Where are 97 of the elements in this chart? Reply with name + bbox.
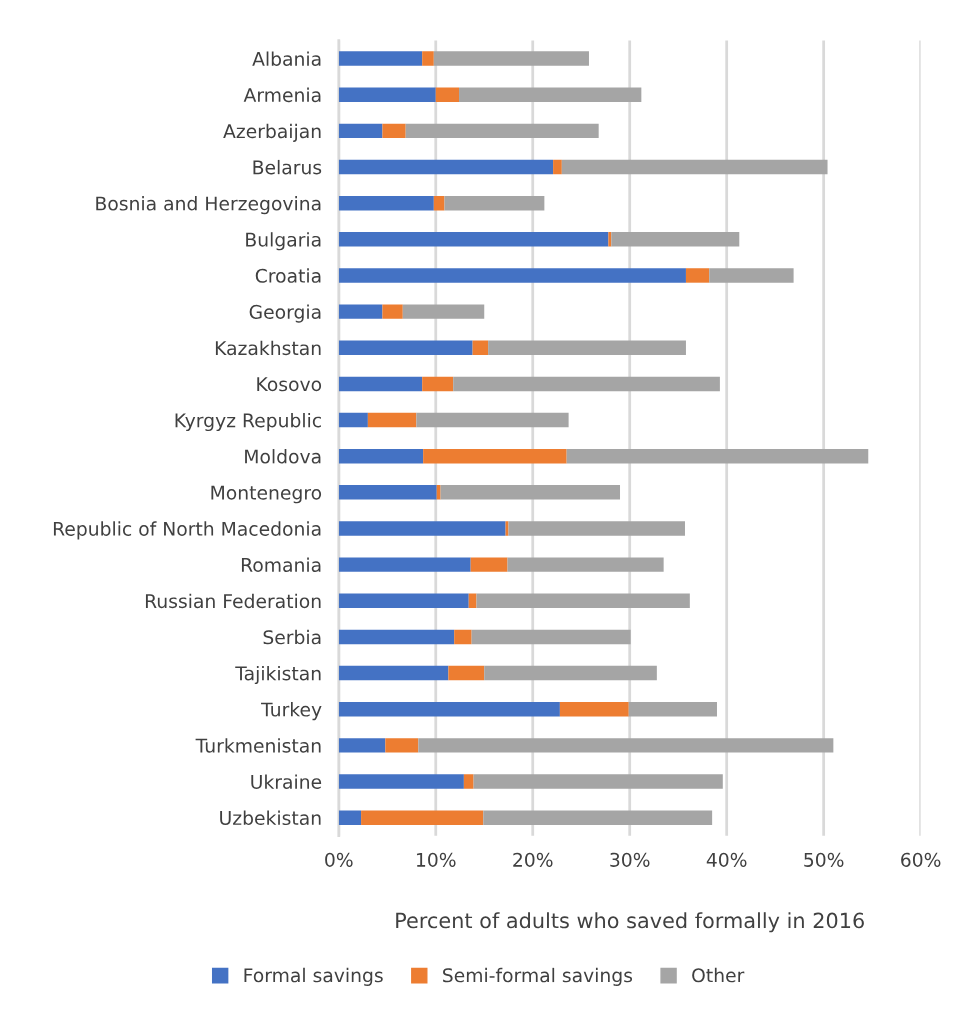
- bar: [476, 593, 690, 609]
- bar: [382, 123, 406, 139]
- bar: [435, 87, 460, 102]
- bar: [454, 629, 472, 645]
- y-tick-label: Moldova: [245, 449, 321, 464]
- bar: [418, 738, 834, 753]
- bar: [448, 665, 485, 681]
- bar: [483, 810, 713, 825]
- bar: [471, 629, 631, 645]
- bar: [463, 774, 474, 789]
- bar: [444, 195, 545, 211]
- x-tick-label: 40%: [706, 852, 747, 867]
- bar: [338, 521, 506, 536]
- bar: [338, 593, 469, 609]
- y-tick-label: Tajikistan: [235, 665, 321, 685]
- y-tick-label: Azerbaijan: [223, 123, 321, 142]
- y-tick-label: Montenegro: [211, 485, 322, 504]
- y-tick-label: Turkmenistan: [195, 738, 321, 753]
- bar: [338, 557, 471, 572]
- bar: [611, 232, 740, 247]
- y-tick-label: Ukraine: [251, 774, 322, 789]
- bar: [338, 51, 423, 66]
- bar: [459, 87, 642, 102]
- bar: [423, 448, 567, 464]
- y-tick-label: Kyrgyz Republic: [175, 412, 321, 432]
- bar: [338, 304, 383, 319]
- y-tick-label: Bulgaria: [246, 232, 321, 251]
- bar: [338, 268, 686, 283]
- bar: [361, 810, 484, 825]
- bar: [338, 629, 455, 645]
- bar: [433, 51, 589, 66]
- bar: [608, 232, 612, 247]
- y-tick-label: Republic of North Macedonia: [53, 521, 321, 540]
- x-axis-title: Percent of adults who saved formally in 2016: [396, 912, 864, 933]
- y-tick-label: Croatia: [255, 268, 321, 283]
- bar: [559, 701, 629, 717]
- x-tick-label: 10%: [416, 852, 456, 867]
- y-tick-label: Serbia: [263, 629, 321, 645]
- bar: [338, 340, 473, 355]
- bar: [422, 51, 434, 66]
- bar: [338, 810, 362, 825]
- y-tick-label: Turkey: [261, 702, 322, 721]
- bar: [382, 304, 403, 319]
- bar: [338, 87, 436, 102]
- bar: [338, 665, 449, 681]
- bar: [566, 448, 869, 464]
- bar: [405, 123, 599, 139]
- x-tick-label: 60%: [901, 852, 941, 867]
- y-tick-label: Bosnia and Herzegovina: [96, 196, 321, 215]
- y-tick-label: Kazakhstan: [215, 340, 321, 356]
- x-tick-label: 50%: [804, 852, 844, 867]
- y-tick-label: Armenia: [243, 87, 321, 103]
- bar: [338, 195, 434, 211]
- bar: [338, 232, 609, 247]
- legend-label: Formal savings: [244, 967, 383, 986]
- bar: [553, 159, 562, 175]
- bar: [422, 376, 454, 392]
- bar: [338, 448, 424, 464]
- bar: [338, 701, 560, 717]
- x-tick-label: 20%: [513, 852, 553, 867]
- bar: [473, 774, 723, 789]
- bar: [338, 412, 368, 428]
- y-tick-label: Georgia: [249, 304, 321, 323]
- bar: [685, 268, 710, 283]
- bar: [338, 738, 386, 753]
- y-tick-label: Albania: [252, 51, 321, 66]
- bar: [338, 123, 383, 139]
- bar: [561, 159, 828, 175]
- y-tick-label: Uzbekistan: [220, 810, 321, 826]
- bar: [440, 485, 621, 500]
- bar: [338, 376, 423, 392]
- bar: [508, 521, 685, 536]
- bar: [338, 159, 554, 175]
- bar: [507, 557, 664, 572]
- legend-label: Other: [692, 967, 745, 983]
- bar: [709, 268, 794, 283]
- bar: [402, 304, 485, 319]
- bar: [367, 412, 417, 428]
- bar: [453, 376, 720, 392]
- bar: [385, 738, 419, 753]
- bar: [628, 701, 717, 717]
- bar: [436, 485, 441, 500]
- y-tick-label: Romania: [241, 557, 321, 573]
- bar: [484, 665, 657, 681]
- legend-label: Semi-formal savings: [443, 967, 633, 986]
- bar: [338, 485, 437, 500]
- bar: [416, 412, 569, 428]
- x-tick-label: 0%: [325, 852, 353, 867]
- bar: [433, 195, 445, 211]
- x-tick-label: 30%: [610, 852, 650, 867]
- y-tick-label: Kosovo: [257, 377, 322, 392]
- bar: [488, 340, 686, 355]
- y-tick-label: Belarus: [253, 159, 322, 175]
- y-tick-label: Russian Federation: [145, 593, 321, 609]
- bar: [470, 557, 508, 572]
- bar: [338, 774, 464, 789]
- bar: [472, 340, 489, 355]
